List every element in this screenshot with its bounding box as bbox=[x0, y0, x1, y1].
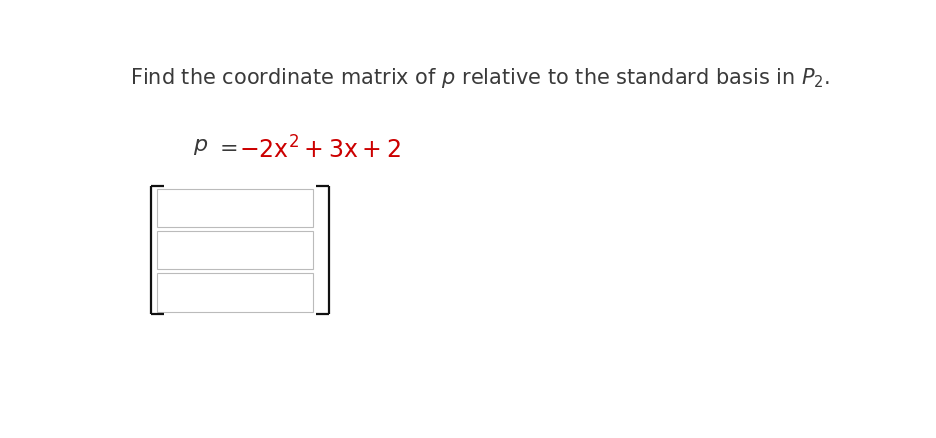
Text: Find the coordinate matrix of $p$ relative to the standard basis in $P_2$.: Find the coordinate matrix of $p$ relati… bbox=[129, 66, 830, 90]
Bar bbox=[157, 273, 313, 311]
Bar bbox=[157, 231, 313, 269]
Text: $\mathsf{-2x^2 + 3x + 2}$: $\mathsf{-2x^2 + 3x + 2}$ bbox=[239, 137, 401, 164]
Bar bbox=[157, 189, 313, 227]
Text: $=$: $=$ bbox=[215, 137, 238, 157]
Text: $p$: $p$ bbox=[193, 137, 209, 157]
